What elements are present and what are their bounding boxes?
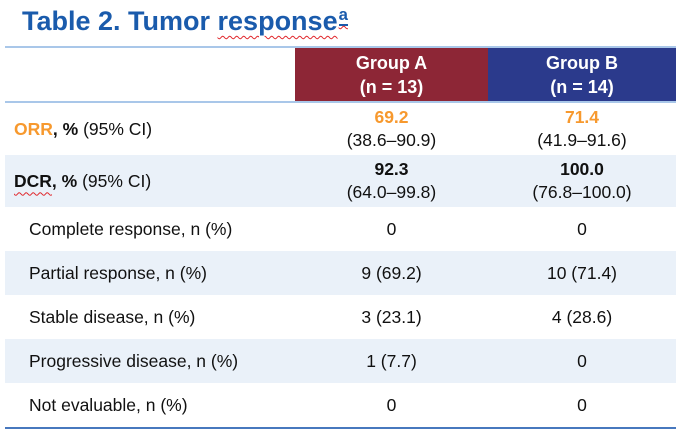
progressive-disease-label: Progressive disease, n (%): [29, 350, 239, 371]
complete-response-group-b-value: 0: [577, 218, 587, 239]
orr-group-a-value: 69.2: [374, 107, 409, 127]
dcr-group-a-value: 92.3: [374, 159, 409, 179]
not-evaluable-group-b-value: 0: [577, 394, 587, 415]
stable-disease-group-a-value: 3 (23.1): [361, 306, 422, 327]
progressive-disease-group-a-value: 1 (7.7): [366, 350, 417, 371]
group-b-name: Group B: [546, 52, 618, 73]
table-title-prefix: Table 2. Tumor: [22, 6, 218, 36]
dcr-label-unit: , %: [51, 170, 78, 191]
complete-response-group-a-value: 0: [386, 218, 397, 239]
dcr-label: DCR, % (95% CI): [5, 155, 295, 207]
orr-group-a-cell: 69.2 (38.6–90.9): [295, 103, 488, 155]
tumor-response-table: Group A (n = 13) Group B (n = 14) ORR, %…: [5, 46, 676, 429]
table-title-underlined-word: response: [217, 6, 338, 36]
table-row-orr: ORR, % (95% CI) 69.2 (38.6–90.9) 71.4 (41…: [5, 103, 676, 155]
orr-group-b-cell: 71.4 (41.9–91.6): [488, 103, 676, 155]
stable-disease-group-b-value: 4 (28.6): [551, 306, 613, 327]
table-row-stable-disease: Stable disease, n (%) 3 (23.1) 4 (28.6): [5, 295, 676, 339]
dcr-group-a-ci: (64.0–99.8): [346, 182, 437, 202]
orr-group-a-ci: (38.6–90.9): [346, 130, 437, 150]
table-title: Table 2. Tumor responsea: [22, 5, 348, 37]
partial-response-label: Partial response, n (%): [29, 262, 207, 283]
group-a-n: (n = 13): [359, 76, 424, 97]
header-empty-cell: [5, 48, 295, 101]
table-row-not-evaluable: Not evaluable, n (%) 0 0: [5, 383, 676, 427]
dcr-acronym: DCR: [14, 170, 52, 191]
orr-group-b-ci: (41.9–91.6): [537, 130, 627, 150]
table-row-complete-response: Complete response, n (%) 0 0: [5, 207, 676, 251]
header-group-a: Group A (n = 13): [295, 48, 488, 101]
footnote-marker-a: a: [338, 5, 348, 26]
dcr-group-b-ci: (76.8–100.0): [532, 182, 632, 202]
partial-response-group-b-value: 10 (71.4): [546, 262, 618, 283]
table-header-row: Group A (n = 13) Group B (n = 14): [5, 46, 676, 103]
dcr-group-a-cell: 92.3 (64.0–99.8): [295, 155, 488, 207]
dcr-group-b-value: 100.0: [560, 159, 604, 179]
dcr-label-ci: (95% CI): [82, 170, 152, 191]
orr-label-unit: , %: [52, 118, 79, 139]
complete-response-label: Complete response, n (%): [29, 218, 233, 239]
header-group-b: Group B (n = 14): [488, 48, 676, 101]
partial-response-group-a-value: 9 (69.2): [361, 262, 422, 283]
progressive-disease-group-b-value: 0: [577, 350, 587, 371]
table-row-dcr: DCR, % (95% CI) 92.3 (64.0–99.8) 100.0 (7…: [5, 155, 676, 207]
stable-disease-label: Stable disease, n (%): [29, 306, 196, 327]
not-evaluable-group-a-value: 0: [386, 394, 397, 415]
orr-label: ORR, % (95% CI): [5, 103, 295, 155]
orr-label-ci: (95% CI): [83, 118, 153, 139]
table-row-partial-response: Partial response, n (%) 9 (69.2) 10 (71.…: [5, 251, 676, 295]
group-b-n: (n = 14): [550, 76, 614, 97]
orr-group-b-value: 71.4: [564, 107, 600, 127]
dcr-group-b-cell: 100.0 (76.8–100.0): [488, 155, 676, 207]
not-evaluable-label: Not evaluable, n (%): [29, 394, 188, 415]
table-row-progressive-disease: Progressive disease, n (%) 1 (7.7) 0: [5, 339, 676, 383]
orr-acronym: ORR: [14, 118, 53, 139]
group-a-name: Group A: [355, 52, 428, 73]
